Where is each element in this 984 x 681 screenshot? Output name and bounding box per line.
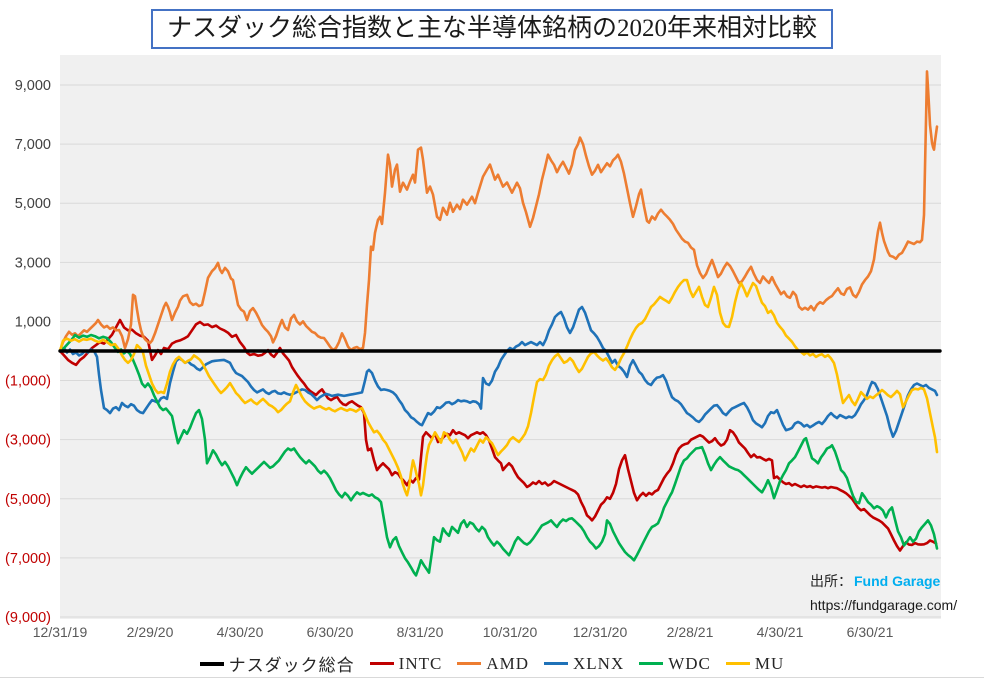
x-tick-label: 6/30/21 [847, 624, 894, 640]
legend-item-amd: AMD [457, 654, 529, 674]
source-prefix: 出所： [810, 573, 852, 589]
legend-label-mu: MU [754, 653, 785, 673]
series-line-wdc [58, 333, 939, 577]
x-tick-label: 8/31/20 [397, 624, 444, 640]
y-tick-label: (5,000) [5, 492, 51, 508]
series-line-amd [58, 70, 939, 353]
chart-title: ナスダック総合指数と主な半導体銘柄の2020年来相対比較 [150, 9, 834, 49]
legend-swatch-nasdaq [199, 661, 224, 666]
y-tick-label: 5,000 [15, 196, 51, 212]
plot-area [60, 55, 941, 619]
x-tick-label: 2/28/21 [667, 624, 714, 640]
series-line-xlnx [58, 305, 939, 439]
x-tick-label: 12/31/20 [573, 624, 628, 640]
legend-swatch-wdc [639, 661, 664, 666]
source-block: 出所： Fund Garage https://fundgarage.com/ [810, 569, 957, 617]
legend-swatch-xlnx [544, 661, 569, 666]
y-tick-label: (1,000) [5, 374, 51, 390]
legend-item-intc: INTC [369, 653, 443, 674]
y-tick-label: (7,000) [5, 551, 51, 567]
legend-swatch-amd [457, 661, 482, 666]
legend-item-xlnx: XLNX [544, 654, 624, 674]
legend-label-nasdaq: ナスダック総合 [228, 656, 355, 675]
y-tick-label: 9,000 [15, 78, 51, 94]
y-tick-label: 3,000 [15, 255, 51, 271]
legend-label-xlnx: XLNX [573, 653, 625, 673]
legend-label-wdc: WDC [668, 653, 711, 673]
x-tick-label: 10/31/20 [483, 624, 538, 640]
legend: ナスダック総合 INTC AMD XLNX WDC MU [0, 651, 984, 676]
x-tick-label: 6/30/20 [307, 624, 354, 640]
legend-label-intc: INTC [398, 653, 443, 673]
y-tick-label: (3,000) [5, 433, 51, 449]
x-tick-label: 2/29/20 [127, 624, 174, 640]
legend-item-nasdaq: ナスダック総合 [199, 651, 355, 676]
y-tick-label: 7,000 [15, 137, 51, 153]
legend-swatch-mu [725, 661, 750, 666]
y-tick-label: (9,000) [5, 610, 51, 626]
bottom-divider [0, 677, 984, 678]
y-tick-label: 1,000 [15, 314, 51, 330]
legend-swatch-intc [369, 661, 394, 666]
source-name: Fund Garage [854, 573, 941, 589]
x-tick-label: 4/30/21 [757, 624, 804, 640]
legend-item-wdc: WDC [639, 654, 711, 674]
series-line-intc [58, 318, 938, 552]
source-line: 出所： Fund Garage [810, 569, 957, 593]
x-tick-label: 4/30/20 [217, 624, 264, 640]
source-url[interactable]: https://fundgarage.com/ [810, 597, 958, 613]
legend-label-amd: AMD [486, 653, 530, 673]
x-tick-label: 12/31/19 [33, 624, 88, 640]
series-line-mu [58, 278, 939, 497]
legend-item-mu: MU [725, 653, 785, 674]
